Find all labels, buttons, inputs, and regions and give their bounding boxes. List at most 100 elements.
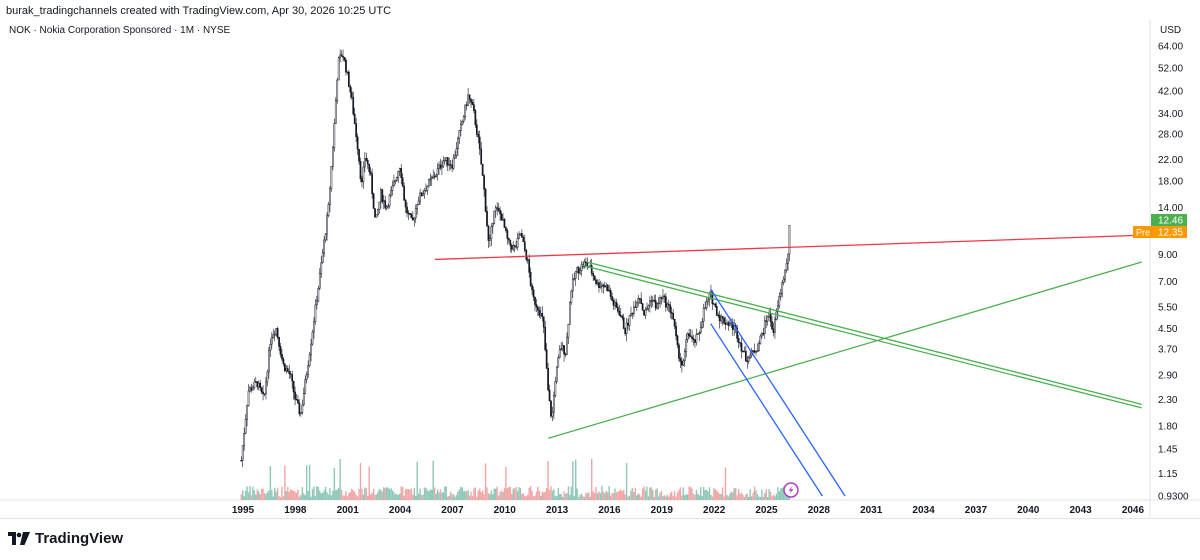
- volume-bar: [401, 486, 404, 500]
- candle-body: [411, 217, 414, 221]
- candle-body: [334, 100, 337, 124]
- volume-bar: [448, 495, 450, 500]
- trendline-channel-down-a[interactable]: [710, 288, 846, 497]
- candle-body: [640, 298, 643, 304]
- candle-body: [406, 206, 408, 214]
- volume-bar: [736, 495, 738, 500]
- candle-body: [393, 181, 395, 187]
- candle-body: [380, 189, 382, 203]
- volume-bar: [554, 495, 557, 500]
- volume-bar: [428, 491, 430, 500]
- volume-bar: [681, 495, 683, 500]
- volume-bar: [700, 487, 702, 500]
- volume-bar: [438, 492, 440, 500]
- time-tick-label: 2013: [546, 505, 569, 516]
- volume-bar: [547, 461, 549, 500]
- volume-bar: [358, 489, 360, 500]
- candle-body: [510, 245, 513, 250]
- candle-body: [522, 236, 525, 243]
- volume-bar: [473, 488, 475, 500]
- volume-bar: [714, 489, 717, 500]
- price-axis[interactable]: 64.00 52.00 42.00 34.00 28.00 22.00 18.00 14.00…: [1133, 42, 1189, 503]
- candle-body: [366, 160, 369, 165]
- volume-bar: [701, 496, 703, 500]
- volume-bar: [348, 493, 350, 500]
- candle-body: [305, 374, 308, 380]
- candle-body: [326, 215, 328, 235]
- volume-bar: [777, 487, 779, 500]
- candle-body: [659, 297, 661, 304]
- candle-body: [704, 307, 706, 309]
- volume-bar: [330, 495, 333, 500]
- volume-bar: [369, 494, 372, 500]
- volume-bar: [447, 496, 449, 500]
- candle-body: [523, 241, 526, 251]
- volume-bar: [396, 493, 398, 500]
- trendline-channel-upper-b[interactable]: [581, 264, 1142, 409]
- trendline-support[interactable]: [548, 261, 1142, 439]
- time-tick-label: 2031: [860, 505, 883, 516]
- candle-body: [285, 368, 288, 372]
- candle-body: [541, 313, 544, 317]
- candle-body: [595, 279, 597, 285]
- price-tick-label: 52.00: [1158, 64, 1183, 75]
- candle-body: [701, 321, 704, 328]
- volume-bar: [292, 490, 295, 500]
- candle-body: [409, 213, 411, 215]
- volume-bar: [294, 491, 296, 500]
- candle-body: [323, 239, 325, 254]
- alert-icon[interactable]: [783, 482, 799, 498]
- price-chart[interactable]: USD 64.00 52.00 42.00 34.00 28.00 22.00 18.00 1…: [0, 0, 1200, 518]
- candle-body: [727, 322, 730, 326]
- candle-body: [446, 157, 449, 166]
- volume-bar: [476, 496, 478, 500]
- volume-bar: [377, 491, 379, 500]
- volume-bar: [650, 487, 653, 500]
- volume-bar: [644, 490, 647, 500]
- volume-bar: [727, 496, 730, 500]
- volume-bar: [663, 495, 666, 500]
- volume-bar: [250, 495, 253, 500]
- volume-bar: [753, 486, 756, 500]
- time-tick-label: 2022: [703, 505, 726, 516]
- volume-bar: [605, 490, 607, 500]
- volume-bar: [416, 461, 418, 500]
- candle-body: [493, 210, 496, 224]
- candle-body: [679, 358, 682, 362]
- trendline-channel-upper-a[interactable]: [586, 261, 1142, 406]
- volume-bar: [253, 490, 256, 500]
- volume-bar: [351, 488, 353, 500]
- candle-body: [317, 287, 320, 302]
- candle-body: [459, 124, 462, 131]
- volume-bar: [288, 491, 290, 500]
- volume-bar: [682, 487, 685, 500]
- candle-body: [365, 158, 368, 161]
- time-axis[interactable]: 1995 1998 2001 2004 2007 2010 2013 2016 2019 2022…: [232, 505, 1145, 516]
- tradingview-logo[interactable]: TradingView: [8, 530, 123, 547]
- volume-bar: [599, 493, 602, 500]
- volume-bar: [598, 491, 600, 500]
- currency-label: USD: [1160, 25, 1181, 36]
- candle-body: [666, 303, 669, 308]
- volume-bar: [276, 488, 279, 500]
- volume-bar: [566, 493, 568, 500]
- candle-body: [723, 317, 725, 324]
- candle-body: [471, 102, 474, 105]
- trendline-channel-down-b[interactable]: [710, 323, 823, 497]
- candle-body: [742, 350, 744, 353]
- volume-bar: [271, 489, 273, 500]
- candle-body: [637, 298, 640, 304]
- candle-body: [672, 313, 674, 320]
- trendlines[interactable]: [434, 234, 1142, 497]
- volume-bar: [316, 486, 318, 500]
- volume-bar: [573, 496, 575, 500]
- candle-body: [630, 313, 632, 316]
- candle-body: [643, 309, 645, 316]
- candle-body: [320, 262, 323, 274]
- volume-bar: [493, 488, 495, 500]
- trendline-resistance[interactable]: [434, 234, 1142, 261]
- candle-body: [454, 154, 456, 159]
- symbol-title[interactable]: NOK · Nokia Corporation Sponsored · 1M ·…: [9, 25, 231, 36]
- volume-bar: [444, 486, 446, 500]
- volume-bar: [665, 496, 667, 500]
